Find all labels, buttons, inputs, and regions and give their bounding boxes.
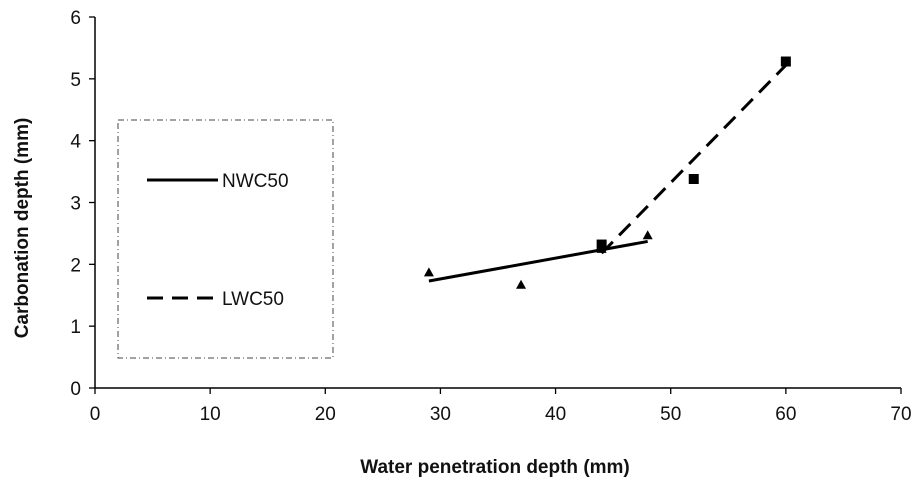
x-tick-label: 50 <box>660 404 681 425</box>
data-point-lwc50 <box>780 56 791 67</box>
data-point-nwc50 <box>516 279 527 289</box>
data-point-lwc50 <box>596 239 607 250</box>
y-axis-title: Carbonation depth (mm) <box>12 118 33 339</box>
y-tick-label: 2 <box>70 255 81 276</box>
y-tick-label: 5 <box>70 70 81 91</box>
series-lwc50 <box>596 56 791 255</box>
legend-label-lwc50: LWC50 <box>222 289 284 310</box>
x-tick-label: 40 <box>545 404 566 425</box>
x-tick-label: 10 <box>200 404 221 425</box>
trendline-nwc50 <box>428 239 648 283</box>
y-tick-label: 6 <box>70 8 81 29</box>
x-tick-label: 0 <box>90 404 101 425</box>
data-point-nwc50 <box>642 230 653 240</box>
x-tick-label: 30 <box>430 404 451 425</box>
x-axis-title: Water penetration depth (mm) <box>360 457 630 478</box>
y-tick-label: 4 <box>70 132 81 153</box>
data-point-nwc50 <box>423 267 434 277</box>
x-axis-ticks: 0 10 20 30 40 50 60 70 <box>90 388 912 425</box>
legend-label-nwc50: NWC50 <box>222 171 289 192</box>
y-tick-label: 3 <box>70 194 81 215</box>
series-layer <box>423 56 791 289</box>
trendline-lwc50 <box>600 64 787 255</box>
y-tick-label: 1 <box>70 317 81 338</box>
data-point-lwc50 <box>688 174 699 185</box>
y-tick-label: 0 <box>70 379 81 400</box>
legend-box <box>117 119 334 359</box>
x-tick-label: 70 <box>890 404 911 425</box>
series-nwc50 <box>423 230 653 289</box>
legend: NWC50 LWC50 <box>117 119 334 359</box>
x-tick-label: 60 <box>775 404 796 425</box>
y-axis-ticks: 0 1 2 3 4 5 6 <box>70 8 95 400</box>
x-tick-label: 20 <box>315 404 336 425</box>
